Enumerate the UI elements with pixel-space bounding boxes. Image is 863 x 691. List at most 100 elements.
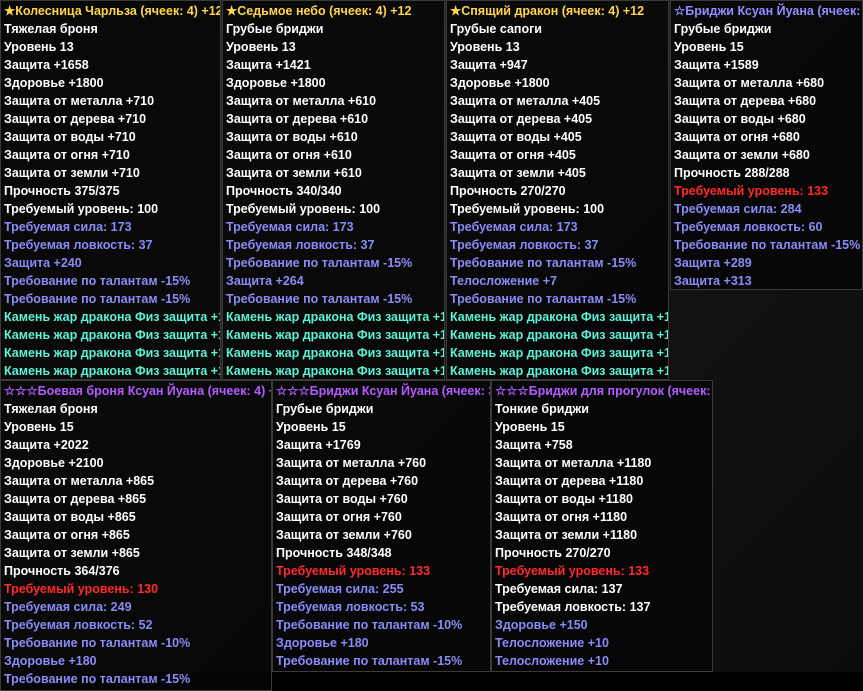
item-stat-line: Грубые бриджи [674, 22, 772, 36]
item-stat-line: Защита от дерева +865 [4, 492, 147, 506]
item-stat-line: Защита от металла +865 [4, 474, 155, 488]
item-stat-line: Требование по талантам -10% [276, 618, 463, 632]
item-stat-line: Уровень 15 [4, 420, 74, 434]
item-stat-line: Защита от воды +710 [4, 130, 136, 144]
item-stat-line: Требование по талантам -15% [4, 292, 191, 306]
item-stat-line: Здоровье +1800 [4, 76, 104, 90]
item-stat-line: Требование по талантам -15% [226, 256, 413, 270]
item-stat-line: Требуемый уровень: 100 [4, 202, 159, 216]
item-stat-line: Камень жар дракона Физ защита +170 [450, 346, 669, 360]
item-stat-line: Камень жар дракона Физ защита +170 [4, 328, 221, 342]
item-stat-line: Защита от дерева +760 [276, 474, 419, 488]
item-title: ★Колесница Чарльза (ячеек: 4) +12 [4, 4, 221, 18]
item-stat-line: Требование по талантам -15% [674, 238, 861, 252]
item-stat-line: Защита +264 [226, 274, 304, 288]
item-stat-line: Требуемый уровень: 130 [4, 582, 159, 596]
item-stat-line: Требование по талантам -15% [4, 274, 191, 288]
item-stat-line: Телосложение +10 [495, 636, 609, 650]
item-tooltip-walking-breeches: ☆☆☆Бриджи для прогулок (ячеек: 1) Тонкие … [491, 380, 713, 672]
item-stat-line: Телосложение +10 [495, 654, 609, 668]
item-stat-line: Требование по талантам -10% [4, 636, 191, 650]
item-stat-line: Требуемый уровень: 133 [276, 564, 431, 578]
item-stat-line: Требование по талантам -15% [226, 292, 413, 306]
item-stat-line: Требуемая ловкость: 37 [450, 238, 599, 252]
item-stat-line: Уровень 15 [674, 40, 744, 54]
item-stat-line: Требуемый уровень: 133 [495, 564, 650, 578]
item-stat-line: Защита от дерева +405 [450, 112, 593, 126]
item-stat-line: Требуемая сила: 255 [276, 582, 404, 596]
item-stat-line: Защита +313 [674, 274, 752, 288]
item-stat-line: Защита от огня +1180 [495, 510, 628, 524]
item-stat-line: Здоровье +1800 [450, 76, 550, 90]
item-stat-line: Здоровье +180 [4, 654, 97, 668]
item-stat-line: Требуемая ловкость: 137 [495, 600, 651, 614]
item-stat-line: Требуемая сила: 137 [495, 582, 623, 596]
item-stat-line: Требуемая сила: 249 [4, 600, 132, 614]
item-stat-line: Уровень 13 [4, 40, 74, 54]
item-stat-line: Защита +1421 [226, 58, 311, 72]
item-stat-line: Требуемый уровень: 133 [674, 184, 829, 198]
item-tooltip-xuan-battle-armor: ☆☆☆Боевая броня Ксуан Йуана (ячеек: 4) +… [0, 380, 272, 691]
item-stat-line: Защита от земли +610 [226, 166, 362, 180]
item-title: ☆Бриджи Ксуан Йуана (ячеек: 1) [674, 4, 863, 18]
item-stat-line: Требование по талантам -15% [276, 654, 463, 668]
item-stat-line: Защита от земли +710 [4, 166, 140, 180]
item-stat-line: Защита от дерева +1180 [495, 474, 644, 488]
item-stat-line: Прочность 340/340 [226, 184, 342, 198]
item-stat-line: Камень жар дракона Физ защита +170 [4, 310, 221, 324]
item-stat-line: Защита от воды +865 [4, 510, 136, 524]
item-stat-line: Требуемая сила: 173 [4, 220, 132, 234]
item-stat-line: Уровень 13 [450, 40, 520, 54]
item-tooltip-chariot: ★Колесница Чарльза (ячеек: 4) +12 Тяжелая… [0, 0, 221, 380]
item-stat-line: Тяжелая броня [4, 22, 98, 36]
item-stat-line: Грубые сапоги [450, 22, 542, 36]
item-stat-line: Требуемая ловкость: 52 [4, 618, 153, 632]
item-stat-line: Защита от воды +1180 [495, 492, 633, 506]
item-stat-line: Защита от огня +680 [674, 130, 800, 144]
item-stat-line: Камень жар дракона Физ защита +170 [226, 346, 445, 360]
item-stat-line: Уровень 15 [495, 420, 565, 434]
item-stat-line: Защита от земли +1180 [495, 528, 638, 542]
item-title: ★Спящий дракон (ячеек: 4) +12 [450, 4, 645, 18]
item-stat-line: Камень жар дракона Физ защита +170 [450, 364, 669, 378]
item-stat-line: Защита от металла +1180 [495, 456, 652, 470]
item-stat-line: Защита +758 [495, 438, 573, 452]
item-stat-line: Прочность 288/288 [674, 166, 790, 180]
item-stat-line: Защита от огня +610 [226, 148, 352, 162]
item-stat-line: Камень жар дракона Физ защита +170 [226, 364, 445, 378]
item-stat-line: Камень жар дракона Физ защита +170 [4, 364, 221, 378]
item-stat-line: Защита от дерева +710 [4, 112, 147, 126]
item-stat-line: Защита от земли +405 [450, 166, 586, 180]
item-stat-line: Тяжелая броня [4, 402, 98, 416]
item-stat-line: Защита от дерева +610 [226, 112, 369, 126]
item-stat-line: Защита +240 [4, 256, 82, 270]
item-tooltip-xuan-breeches-1: ☆Бриджи Ксуан Йуана (ячеек: 1) Грубые бри… [670, 0, 863, 290]
item-stat-line: Защита от земли +760 [276, 528, 412, 542]
item-stat-line: Защита от воды +760 [276, 492, 408, 506]
item-stat-line: Защита от металла +710 [4, 94, 155, 108]
item-stat-line: Защита +947 [450, 58, 528, 72]
item-stat-line: Защита от огня +865 [4, 528, 130, 542]
item-stat-line: Защита от металла +405 [450, 94, 601, 108]
item-stat-line: Защита от огня +710 [4, 148, 130, 162]
item-stat-line: Требуемая сила: 284 [674, 202, 802, 216]
item-title: ★Седьмое небо (ячеек: 4) +12 [226, 4, 412, 18]
item-title: ☆☆☆Бриджи для прогулок (ячеек: 1) [495, 384, 713, 398]
item-stat-line: Требование по талантам -15% [450, 256, 637, 270]
item-stat-line: Здоровье +150 [495, 618, 588, 632]
item-stat-line: Защита от земли +865 [4, 546, 140, 560]
item-stat-line: Телосложение +7 [450, 274, 557, 288]
item-stat-line: Прочность 270/270 [495, 546, 611, 560]
item-stat-line: Требование по талантам -15% [450, 292, 637, 306]
item-stat-line: Защита +289 [674, 256, 752, 270]
item-stat-line: Защита +2022 [4, 438, 89, 452]
item-stat-line: Грубые бриджи [226, 22, 324, 36]
item-stat-line: Камень жар дракона Физ защита +170 [226, 310, 445, 324]
item-stat-line: Прочность 375/375 [4, 184, 120, 198]
item-stat-line: Защита +1658 [4, 58, 89, 72]
item-stat-line: Камень жар дракона Физ защита +170 [450, 310, 669, 324]
item-stat-line: Требуемый уровень: 100 [226, 202, 381, 216]
item-stat-line: Требуемая ловкость: 37 [226, 238, 375, 252]
item-stat-line: Защита от дерева +680 [674, 94, 817, 108]
item-stat-line: Здоровье +180 [276, 636, 369, 650]
